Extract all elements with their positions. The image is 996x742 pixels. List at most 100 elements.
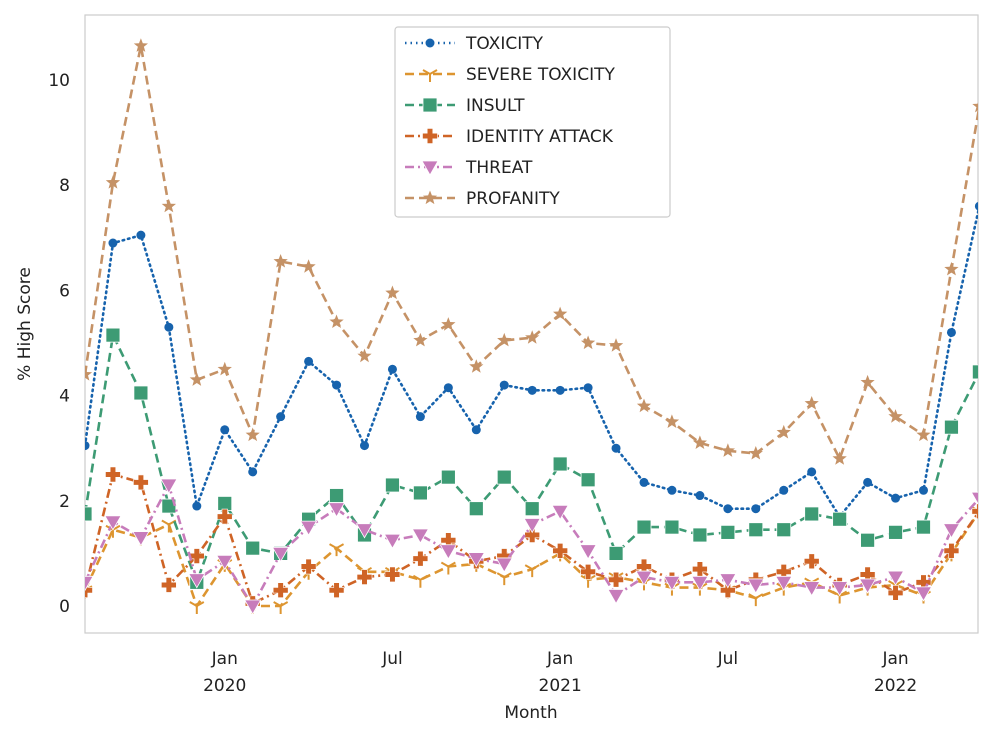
data-point [583, 383, 593, 393]
data-point [85, 506, 93, 522]
data-point [553, 306, 568, 321]
data-point [946, 327, 956, 337]
data-point [581, 335, 596, 350]
data-point [271, 547, 290, 563]
data-point [85, 367, 93, 381]
data-point [384, 566, 401, 583]
data-point [85, 441, 90, 451]
data-point [412, 485, 428, 501]
data-point [636, 398, 652, 413]
data-point [300, 558, 317, 575]
data-point [413, 332, 428, 347]
data-point [441, 317, 456, 331]
data-point [440, 469, 456, 485]
y-axis: 0 2 4 6 8 10 [48, 71, 70, 617]
data-point [776, 522, 792, 538]
data-point [639, 477, 649, 487]
data-point [133, 38, 148, 52]
data-point [332, 380, 342, 390]
data-point [607, 589, 625, 605]
data-point [748, 593, 764, 607]
legend-marker [422, 97, 438, 113]
data-point [497, 332, 512, 347]
data-point [495, 557, 513, 573]
data-point [161, 498, 177, 514]
data-point [943, 542, 960, 559]
data-point [970, 491, 978, 505]
x-tick-label: Jul [717, 649, 739, 669]
data-point [942, 523, 961, 539]
data-point [245, 427, 260, 442]
data-point [552, 542, 568, 559]
data-point [468, 501, 484, 517]
data-point [667, 485, 677, 495]
legend-label: PROFANITY [466, 189, 560, 209]
data-point [720, 443, 735, 457]
data-point [356, 569, 373, 585]
data-point [412, 574, 428, 588]
data-point [439, 544, 458, 560]
data-point [276, 412, 286, 422]
data-point [496, 572, 512, 586]
legend-label: IDENTITY ATTACK [466, 127, 614, 147]
data-point [161, 577, 177, 593]
data-point [944, 419, 959, 435]
legend-marker [422, 190, 438, 205]
data-point [720, 582, 736, 599]
data-point [972, 364, 978, 380]
data-point [886, 570, 905, 586]
data-point [385, 285, 400, 300]
y-tick-label: 8 [59, 176, 70, 196]
data-point [355, 523, 374, 539]
data-point [471, 425, 481, 435]
data-point [692, 435, 707, 449]
x-tick-year-label: 2021 [539, 676, 582, 696]
data-point [860, 374, 875, 389]
series-profanity [85, 38, 978, 465]
y-tick-label: 4 [59, 387, 70, 407]
data-point [751, 504, 761, 514]
data-point [807, 467, 817, 477]
x-tick-label: Jan [881, 649, 908, 669]
data-point [748, 522, 764, 538]
data-point [527, 385, 537, 395]
data-point [467, 552, 485, 568]
data-point [580, 472, 596, 488]
legend-item: IDENTITY ATTACK [405, 127, 614, 147]
y-tick-label: 0 [59, 597, 70, 617]
data-point [580, 564, 596, 580]
data-point [105, 466, 121, 483]
data-point [611, 443, 621, 453]
data-point [217, 496, 233, 511]
data-point [695, 491, 705, 501]
y-axis-label: % High Score [15, 267, 35, 381]
data-point [719, 573, 737, 589]
data-point [299, 520, 318, 536]
data-point [891, 493, 901, 503]
data-point [555, 385, 565, 395]
x-tick-year-label: 2022 [874, 676, 917, 696]
data-point [136, 230, 146, 240]
legend-item: THREAT [405, 158, 533, 178]
legend-label: SEVERE TOXICITY [466, 65, 615, 85]
data-point [804, 396, 819, 410]
x-axis: Jan 2020 Jul Jan 2021 Jul Jan 2022 [203, 649, 917, 696]
data-point [608, 546, 624, 561]
data-point [104, 515, 122, 531]
legend-marker [421, 160, 439, 176]
data-point [273, 601, 289, 614]
data-point [328, 582, 345, 599]
data-point [161, 198, 176, 213]
data-point [496, 469, 512, 485]
data-point [830, 581, 849, 597]
series-line [85, 45, 978, 462]
data-point [608, 338, 624, 352]
data-point [723, 504, 733, 514]
data-point [914, 586, 933, 602]
data-point [188, 573, 206, 589]
data-point [220, 425, 230, 435]
data-point [217, 361, 232, 376]
series-group [85, 38, 978, 615]
data-point [916, 519, 931, 535]
